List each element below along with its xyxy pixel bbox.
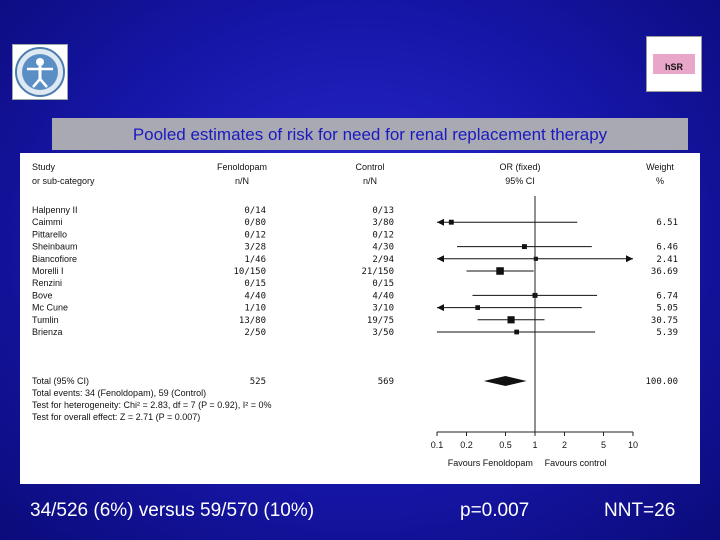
- total-treatment: 525: [250, 377, 266, 387]
- treatment-events: 10/150: [233, 267, 266, 277]
- treatment-events: 0/14: [244, 206, 266, 216]
- point-estimate: [496, 267, 504, 275]
- total-control: 569: [378, 377, 394, 387]
- study-name: Pittarello: [32, 229, 67, 239]
- favours-left-label: Favours Fenoldopam: [448, 458, 533, 468]
- header-or-sub: 95% CI: [505, 176, 535, 186]
- total-label: Total (95% CI): [32, 376, 89, 386]
- treatment-events: 1/46: [244, 255, 266, 265]
- events-summary: 34/526 (6%) versus 59/570 (10%): [30, 500, 315, 521]
- total-weight: 100.00: [645, 377, 678, 387]
- treatment-events: 2/50: [244, 328, 266, 338]
- p-value: p=0.007: [460, 500, 530, 521]
- study-weight: 5.39: [656, 328, 678, 338]
- header-weight-sub: %: [656, 176, 664, 186]
- x-tick-label: 10: [628, 440, 638, 450]
- chart-title: Pooled estimates of risk for need for re…: [52, 118, 688, 150]
- study-weight: 2.41: [656, 255, 678, 265]
- study-name: Caimmi: [32, 217, 63, 227]
- x-tick-label: 0.5: [499, 440, 512, 450]
- header-or: OR (fixed): [499, 162, 540, 172]
- header-treatment-sub: n/N: [235, 176, 249, 186]
- ci-arrow-right: [626, 255, 633, 263]
- control-events: 21/150: [361, 267, 394, 277]
- point-estimate: [533, 256, 538, 261]
- treatment-events: 13/80: [239, 316, 266, 326]
- footnote: Total events: 34 (Fenoldopam), 59 (Contr…: [32, 388, 206, 398]
- study-weight: 36.69: [651, 267, 678, 277]
- control-events: 3/10: [372, 304, 394, 314]
- header-control: Control: [355, 162, 384, 172]
- favours-right-label: Favours control: [545, 458, 607, 468]
- forest-plot: Study or sub-category Fenoldopam n/N Control…: [32, 162, 678, 468]
- control-events: 0/13: [372, 206, 394, 216]
- control-events: 4/40: [372, 291, 394, 301]
- x-tick-label: 5: [601, 440, 606, 450]
- header-treatment: Fenoldopam: [217, 162, 267, 172]
- point-estimate: [448, 219, 454, 225]
- study-name: Renzini: [32, 278, 62, 288]
- logo-right: hSR: [646, 36, 702, 92]
- footnote: Test for overall effect: Z = 2.71 (P = 0…: [32, 412, 200, 422]
- study-weight: 6.74: [656, 291, 678, 301]
- study-name: Mc Cune: [32, 303, 68, 313]
- treatment-events: 1/10: [244, 304, 266, 314]
- x-tick-label: 0.2: [460, 440, 473, 450]
- header-weight: Weight: [646, 162, 674, 172]
- control-events: 0/15: [372, 279, 394, 289]
- study-name: Brienza: [32, 327, 63, 337]
- header-study: Study: [32, 162, 56, 172]
- forest-plot-panel: Study or sub-category Fenoldopam n/N Control…: [20, 153, 700, 484]
- study-name: Morelli I: [32, 266, 64, 276]
- study-weight: 5.05: [656, 304, 678, 314]
- ci-arrow-left: [437, 304, 444, 312]
- header-study-sub: or sub-category: [32, 176, 95, 186]
- logo-left: [12, 44, 68, 100]
- point-estimate: [475, 305, 481, 310]
- treatment-events: 4/40: [244, 291, 266, 301]
- control-events: 4/30: [372, 243, 394, 253]
- treatment-events: 0/12: [244, 230, 266, 240]
- logo-right-text: hSR: [665, 62, 684, 72]
- study-name: Biancofiore: [32, 254, 77, 264]
- study-name: Bove: [32, 290, 53, 300]
- ci-arrow-left: [437, 255, 444, 263]
- point-estimate: [514, 329, 520, 335]
- study-weight: 30.75: [651, 316, 678, 326]
- control-events: 3/50: [372, 328, 394, 338]
- study-name: Sheinbaum: [32, 242, 78, 252]
- treatment-events: 3/28: [244, 243, 266, 253]
- x-tick-label: 2: [562, 440, 567, 450]
- control-events: 19/75: [367, 316, 394, 326]
- header-control-sub: n/N: [363, 176, 377, 186]
- x-tick-label: 0.1: [431, 440, 444, 450]
- nnt-value: NNT=26: [604, 500, 676, 521]
- control-events: 2/94: [372, 255, 394, 265]
- footnote: Test for heterogeneity: Chi² = 2.83, df …: [32, 400, 271, 410]
- study-name: Tumlin: [32, 315, 59, 325]
- point-estimate: [521, 244, 527, 250]
- treatment-events: 0/80: [244, 218, 266, 228]
- pooled-diamond: [483, 376, 527, 386]
- control-events: 3/80: [372, 218, 394, 228]
- study-name: Halpenny II: [32, 205, 78, 215]
- point-estimate: [507, 316, 515, 324]
- treatment-events: 0/15: [244, 279, 266, 289]
- ci-arrow-left: [437, 218, 444, 226]
- study-weight: 6.51: [656, 218, 678, 228]
- x-tick-label: 1: [532, 440, 537, 450]
- study-weight: 6.46: [656, 243, 678, 253]
- control-events: 0/12: [372, 230, 394, 240]
